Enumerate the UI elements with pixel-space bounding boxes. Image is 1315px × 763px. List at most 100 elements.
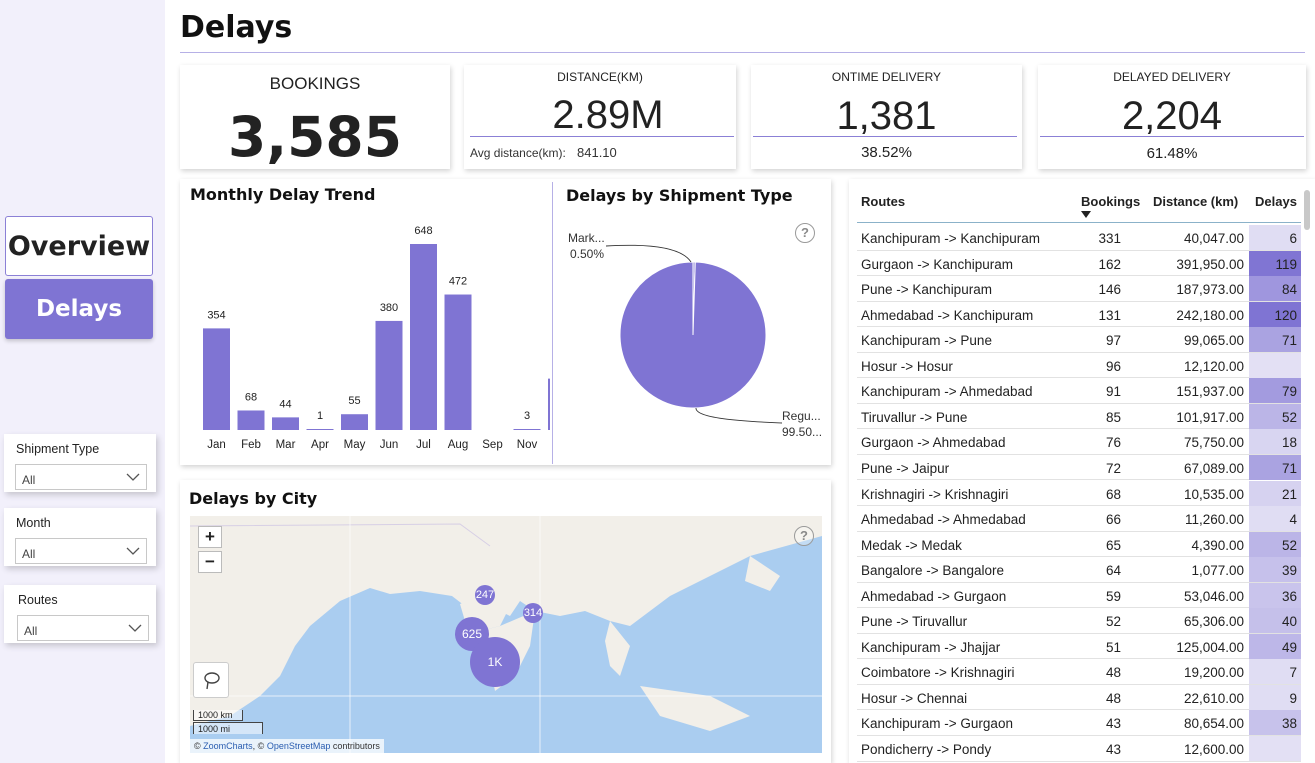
- map-title: Delays by City: [189, 489, 318, 508]
- bar-feb[interactable]: [237, 410, 265, 430]
- cell-route: Pune -> Tiruvallur: [861, 614, 968, 630]
- table-row[interactable]: Medak -> Medak 65 4,390.00 52: [857, 531, 1301, 558]
- kpi-title: BOOKINGS: [269, 74, 361, 93]
- table-row[interactable]: Ahmedabad -> Kanchipuram 131 242,180.00 120: [857, 301, 1301, 328]
- dropdown-value: All: [22, 473, 36, 487]
- table-row[interactable]: Coimbatore -> Krishnagiri 48 19,200.00 7: [857, 659, 1301, 685]
- shipment-type-title: Delays by Shipment Type: [566, 186, 793, 205]
- cell-bookings: 85: [1105, 409, 1121, 425]
- zoom-out-button[interactable]: −: [198, 551, 222, 573]
- cell-route: Kanchipuram -> Jhajjar: [861, 639, 1001, 655]
- cell-distance: 391,950.00: [1176, 256, 1244, 272]
- table-row[interactable]: Pune -> Kanchipuram 146 187,973.00 84: [857, 276, 1301, 302]
- bar-jun[interactable]: [375, 320, 403, 430]
- slice-label: Mark...: [568, 231, 605, 245]
- table-row[interactable]: Pondicherry -> Pondy 43 12,600.00: [857, 736, 1301, 762]
- table-row[interactable]: Pune -> Tiruvallur 52 65,306.00 40: [857, 608, 1301, 634]
- table-row[interactable]: Ahmedabad -> Gurgaon 59 53,046.00 36: [857, 582, 1301, 609]
- cell-bookings: 64: [1105, 563, 1121, 579]
- title-divider: [180, 52, 1305, 53]
- cell-distance: 101,917.00: [1176, 409, 1244, 425]
- cell-delays: 18: [1249, 429, 1301, 455]
- cell-route: Kanchipuram -> Ahmedabad: [861, 384, 1033, 400]
- ontime-percent: 38.52%: [861, 144, 912, 161]
- slicer-shipment-type: Shipment Type All: [4, 434, 156, 492]
- table-row[interactable]: Hosur -> Chennai 48 22,610.00 9: [857, 684, 1301, 711]
- kpi-title: DELAYED DELIVERY: [1113, 70, 1231, 84]
- bar-nov[interactable]: [513, 429, 541, 430]
- table-row[interactable]: Kanchipuram -> Ahmedabad 91 151,937.00 79: [857, 378, 1301, 404]
- nav-delays-button[interactable]: Delays: [5, 279, 153, 339]
- slicer-label: Shipment Type: [16, 442, 100, 456]
- zoom-in-button[interactable]: +: [198, 526, 222, 548]
- cell-delays: 52: [1249, 403, 1301, 429]
- bar-mar[interactable]: [272, 417, 299, 430]
- table-row[interactable]: Bangalore -> Bangalore 64 1,077.00 39: [857, 557, 1301, 583]
- table-row[interactable]: Pune -> Jaipur 72 67,089.00 71: [857, 454, 1301, 481]
- table-row[interactable]: Kanchipuram -> Pune 97 99,065.00 71: [857, 327, 1301, 353]
- data-label: 472: [449, 276, 467, 288]
- table-row[interactable]: Tiruvallur -> Pune 85 101,917.00 52: [857, 403, 1301, 430]
- table-row[interactable]: Kanchipuram -> Kanchipuram 331 40,047.00 6: [857, 225, 1301, 251]
- shipment-type-dropdown[interactable]: All: [15, 464, 147, 490]
- cell-delays: 71: [1249, 327, 1301, 353]
- zoomcharts-link[interactable]: ZoomCharts: [203, 741, 253, 751]
- pie-slice[interactable]: [619, 261, 767, 409]
- col-header-delays[interactable]: Delays: [1255, 194, 1297, 209]
- bar-jul[interactable]: [410, 244, 437, 430]
- help-icon[interactable]: ?: [794, 526, 814, 546]
- cell-distance: 99,065.00: [1183, 333, 1244, 349]
- month-dropdown[interactable]: All: [15, 538, 147, 564]
- nav-overview-button[interactable]: Overview: [5, 216, 153, 276]
- cell-route: Gurgaon -> Ahmedabad: [861, 435, 1006, 451]
- cell-distance: 1,077.00: [1191, 563, 1244, 579]
- slice-label: Regu...: [782, 409, 821, 423]
- slicer-label: Month: [16, 516, 51, 530]
- cell-delays: 52: [1249, 531, 1301, 557]
- bar-dec[interactable]: [548, 378, 550, 430]
- cell-delays: 119: [1249, 250, 1301, 276]
- col-header-routes[interactable]: Routes: [861, 194, 906, 209]
- panel-divider: [552, 182, 553, 464]
- table-row[interactable]: Gurgaon -> Ahmedabad 76 75,750.00 18: [857, 429, 1301, 455]
- bar-aug[interactable]: [444, 294, 472, 430]
- table-row[interactable]: Kanchipuram -> Gurgaon 43 80,654.00 38: [857, 710, 1301, 736]
- bar-apr[interactable]: [306, 429, 334, 430]
- cell-delays: 84: [1249, 276, 1301, 302]
- table-row[interactable]: Ahmedabad -> Ahmedabad 66 11,260.00 4: [857, 506, 1301, 532]
- city-cluster-bubble[interactable]: 247: [475, 585, 495, 605]
- cell-distance: 12,600.00: [1183, 742, 1244, 757]
- cell-route: Pune -> Kanchipuram: [861, 282, 992, 298]
- cell-delays: 71: [1249, 454, 1301, 480]
- cell-bookings: 65: [1105, 537, 1121, 553]
- cell-delays: [1249, 352, 1301, 378]
- monthly-trend-title: Monthly Delay Trend: [190, 185, 376, 204]
- cell-bookings: 72: [1105, 460, 1121, 476]
- cell-distance: 11,260.00: [1184, 512, 1244, 528]
- openstreetmap-link[interactable]: OpenStreetMap: [266, 741, 331, 751]
- table-row[interactable]: Kanchipuram -> Jhajjar 51 125,004.00 49: [857, 633, 1301, 660]
- table-scrollbar[interactable]: [1304, 190, 1310, 230]
- lasso-select-button[interactable]: [193, 662, 229, 698]
- bar-may[interactable]: [341, 414, 368, 430]
- col-header-distance[interactable]: Distance (km): [1153, 194, 1239, 209]
- help-icon[interactable]: ?: [795, 223, 815, 243]
- bar-jan[interactable]: [203, 328, 230, 430]
- city-cluster-bubble[interactable]: 314: [523, 603, 543, 623]
- slice-percent: 0.50%: [570, 247, 604, 261]
- kpi-value: 2.89M: [552, 93, 664, 137]
- city-cluster-bubble[interactable]: 1K: [470, 637, 520, 687]
- cell-route: Gurgaon -> Kanchipuram: [861, 256, 1013, 272]
- page-title: Delays: [180, 10, 293, 45]
- kpi-divider: [1040, 136, 1304, 137]
- routes-dropdown[interactable]: All: [17, 615, 149, 641]
- col-header-bookings[interactable]: Bookings: [1081, 194, 1141, 209]
- cell-bookings: 146: [1098, 282, 1121, 298]
- cell-distance: 53,046.00: [1183, 588, 1244, 604]
- table-row[interactable]: Hosur -> Hosur 96 12,120.00: [857, 352, 1301, 379]
- table-row[interactable]: Krishnagiri -> Krishnagiri 68 10,535.00 21: [857, 480, 1301, 506]
- city-map[interactable]: 247 314 625 1K ? 1000 km 1000 mi © ZoomC…: [190, 516, 822, 753]
- city-cluster-bubble[interactable]: 625: [455, 617, 489, 651]
- cell-distance: 40,047.00: [1183, 231, 1244, 246]
- table-row[interactable]: Gurgaon -> Kanchipuram 162 391,950.00 119: [857, 250, 1301, 277]
